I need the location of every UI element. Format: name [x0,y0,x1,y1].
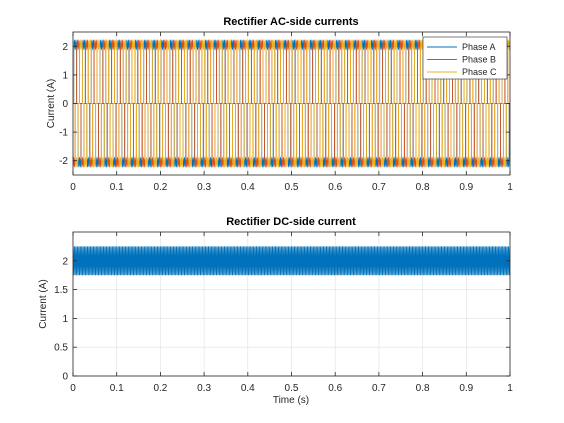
x-tick-label: 0.5 [285,383,299,394]
dc-plot-lines [73,246,510,276]
x-tick-label: 0.3 [197,383,211,394]
x-tick-label: 0.7 [372,383,386,394]
legend-label-phase-c: Phase C [462,67,497,77]
series-line-dc-current [73,246,510,276]
dc-plot-xlabel: Time (s) [273,395,309,406]
x-tick-label: 0.9 [459,182,473,193]
x-tick-label: 0.2 [153,182,167,193]
series-line-phase-a [73,39,510,168]
x-tick-label: 1 [507,182,513,193]
x-tick-label: 0.6 [328,383,342,394]
legend-label-phase-a: Phase A [462,42,496,52]
series-line-phase-c [73,39,510,168]
x-tick-label: 0.8 [416,383,430,394]
y-tick-label: -1 [59,128,68,139]
x-tick-label: 0.4 [241,383,255,394]
x-tick-label: 0.5 [285,182,299,193]
y-tick-label: 1 [62,314,68,325]
x-tick-label: 0.9 [459,383,473,394]
dc-plot-ylabel: Current (A) [38,279,49,328]
dc-current-plot: Rectifier DC-side current 0 0.1 0.2 0.3 0.4 0… [38,216,513,406]
dc-plot-ticks: 0 0.1 0.2 0.3 0.4 0.5 0.6 0.7 0.8 0.9 1 0 0.5 1 1.5 2 [54,232,513,394]
y-tick-label: 1 [62,70,68,81]
ac-currents-plot: Rectifier AC-side currents 0 0.1 0.2 0.3 0.4… [46,16,513,193]
y-tick-label: 2 [62,42,68,53]
x-tick-label: 0.4 [241,182,255,193]
x-tick-label: 0.6 [328,182,342,193]
y-tick-label: 0 [62,99,68,110]
y-tick-label: 2 [62,256,68,267]
ac-plot-legend: Phase A Phase B Phase C [422,36,508,80]
ac-plot-ticks: 0 0.1 0.2 0.3 0.4 0.5 0.6 0.7 0.8 0.9 1 -2 -1 0 1 2 [59,32,513,193]
y-tick-label: -2 [59,156,68,167]
y-tick-label: 1.5 [54,285,68,296]
x-tick-label: 0.7 [372,182,386,193]
y-tick-label: 0.5 [54,343,68,354]
legend-label-phase-b: Phase B [462,55,496,65]
x-tick-label: 0.1 [110,383,124,394]
x-tick-label: 0.1 [110,182,124,193]
dc-plot-title: Rectifier DC-side current [226,216,356,228]
dc-plot-area [73,246,510,276]
x-tick-label: 1 [507,383,513,394]
ac-plot-title: Rectifier AC-side currents [223,16,358,28]
x-tick-label: 0.3 [197,182,211,193]
x-tick-label: 0.2 [153,383,167,394]
x-tick-label: 0 [70,383,76,394]
x-tick-label: 0 [70,182,76,193]
y-tick-label: 0 [62,372,68,383]
x-tick-label: 0.8 [416,182,430,193]
ac-plot-ylabel: Current (A) [46,79,57,128]
